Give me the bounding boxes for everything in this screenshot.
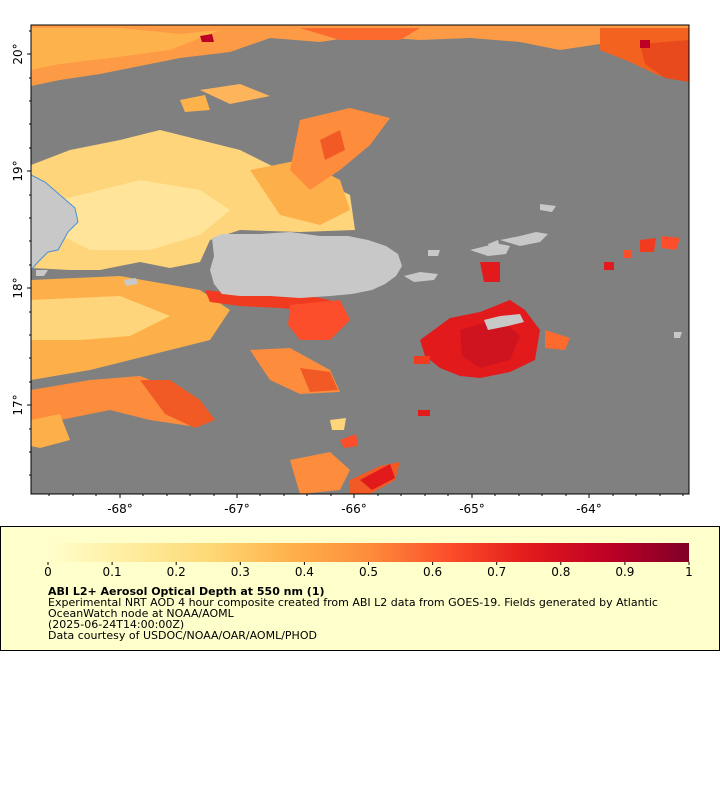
legend-title: ABI L2+ Aerosol Optical Depth at 550 nm … (48, 585, 325, 598)
lat-label-20: 20° (11, 43, 25, 64)
legend-panel: 0 0.1 0.2 0.3 0.4 0.5 0.6 0.7 0.8 0.9 1 ABI L2+ Ae… (0, 526, 720, 651)
legend-description-2: OceanWatch node at NOAA/AOML (48, 607, 234, 620)
colorbar-tick-label: 0.1 (102, 565, 122, 579)
lat-label-18: 18° (11, 277, 25, 298)
colorbar-tick-label: 0.3 (230, 565, 250, 579)
colorbar-tick-label: 0.2 (166, 565, 186, 579)
lat-label-17: 17° (11, 394, 25, 415)
lon-label-66: -66° (341, 502, 367, 516)
land (31, 174, 682, 338)
lon-label-67: -67° (224, 502, 250, 516)
aod-field (31, 25, 689, 494)
colorbar-tick-label: 0 (44, 565, 52, 579)
lon-ticks (48, 494, 684, 498)
colorbar-ticks (47, 562, 690, 565)
puerto-rico-land (210, 232, 402, 298)
colorbar-tick-label: 0.7 (487, 565, 507, 579)
lat-ticks (27, 30, 31, 476)
colorbar-tick-label: 0.6 (423, 565, 443, 579)
lon-label-64: -64° (576, 502, 602, 516)
legend-timestamp: (2025-06-24T14:00:00Z) (48, 618, 185, 631)
colorbar-tick-label: 0.8 (551, 565, 571, 579)
colorbar-tick-label: 0.5 (358, 565, 379, 579)
legend-credit: Data courtesy of USDOC/NOAA/OAR/AOML/PHO… (48, 629, 317, 642)
colorbar-tick-label: 0.4 (294, 565, 314, 579)
st-croix-land (484, 314, 524, 330)
hispaniola-land (31, 174, 79, 271)
lon-label-68: -68° (107, 502, 133, 516)
colorbar (47, 543, 690, 565)
map-border (30, 24, 690, 495)
lon-label-65: -65° (459, 502, 485, 516)
vieques-land (404, 272, 438, 282)
aod-map: 20° 19° 18° 17° -68° -67° -66° -65° -64° (11, 24, 690, 516)
legend-description-1: Experimental NRT AOD 4 hour composite cr… (48, 596, 658, 609)
colorbar-gradient (48, 543, 689, 562)
lat-label-19: 19° (11, 160, 25, 181)
colorbar-tick-label: 1 (685, 565, 693, 579)
colorbar-tick-label: 0.9 (615, 565, 635, 579)
